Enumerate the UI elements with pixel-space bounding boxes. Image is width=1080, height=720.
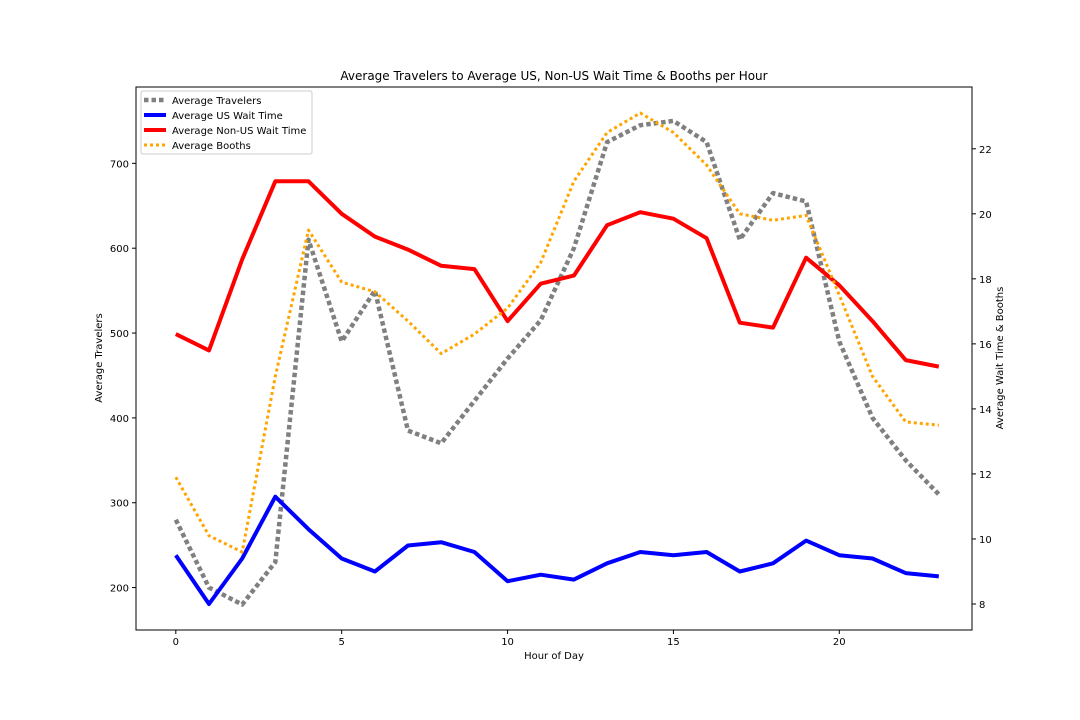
series-line-average-non-us-wait-time <box>174 179 940 369</box>
y-axis-right-label: Average Wait Time & Booths <box>995 287 1006 430</box>
chart-title: Average Travelers to Average US, Non-US … <box>340 69 767 83</box>
y-right-tick-label: 18 <box>979 275 992 286</box>
y-left-tick-label: 600 <box>110 244 129 255</box>
series-line-average-us-wait-time <box>174 494 939 606</box>
legend-box <box>140 90 313 155</box>
y-right-tick-label: 20 <box>979 210 992 221</box>
y-right-tick-label: 16 <box>979 340 992 351</box>
legend-label-average-us-wait-time: Average US Wait Time <box>172 111 283 122</box>
y-right-tick-label: 12 <box>979 470 992 481</box>
plot-frame <box>135 86 973 631</box>
series-line-average-booths <box>174 111 939 554</box>
y-right-tick-label: 22 <box>979 145 992 156</box>
y-left-tick-label: 700 <box>110 159 129 170</box>
legend-label-average-booths: Average Booths <box>172 141 251 152</box>
legend: Average Travelers Average US Wait Time Ave… <box>140 90 313 155</box>
legend-label-average-travelers: Average Travelers <box>172 96 261 107</box>
plot-area <box>173 111 941 607</box>
y-axis-right: 8 10 12 14 16 18 20 22 <box>972 145 992 611</box>
y-right-tick-label: 14 <box>979 405 992 416</box>
x-axis-label: Hour of Day <box>524 651 584 662</box>
legend-label-average-non-us-wait-time: Average Non-US Wait Time <box>172 126 306 137</box>
y-right-tick-label: 10 <box>979 535 992 546</box>
y-left-tick-label: 500 <box>110 329 129 340</box>
y-right-tick-label: 8 <box>979 600 985 611</box>
x-tick-label: 15 <box>667 637 680 648</box>
x-tick-label: 10 <box>501 637 514 648</box>
x-tick-label: 5 <box>338 637 344 648</box>
y-left-tick-label: 200 <box>110 584 129 595</box>
x-axis: 0 5 10 15 20 <box>173 630 846 648</box>
y-left-tick-label: 300 <box>110 499 129 510</box>
y-axis-left: 200 300 400 500 600 700 <box>110 159 136 595</box>
y-left-tick-label: 400 <box>110 414 129 425</box>
y-axis-left-label: Average Travelers <box>94 313 105 402</box>
x-tick-label: 20 <box>833 637 846 648</box>
x-tick-label: 0 <box>173 637 179 648</box>
